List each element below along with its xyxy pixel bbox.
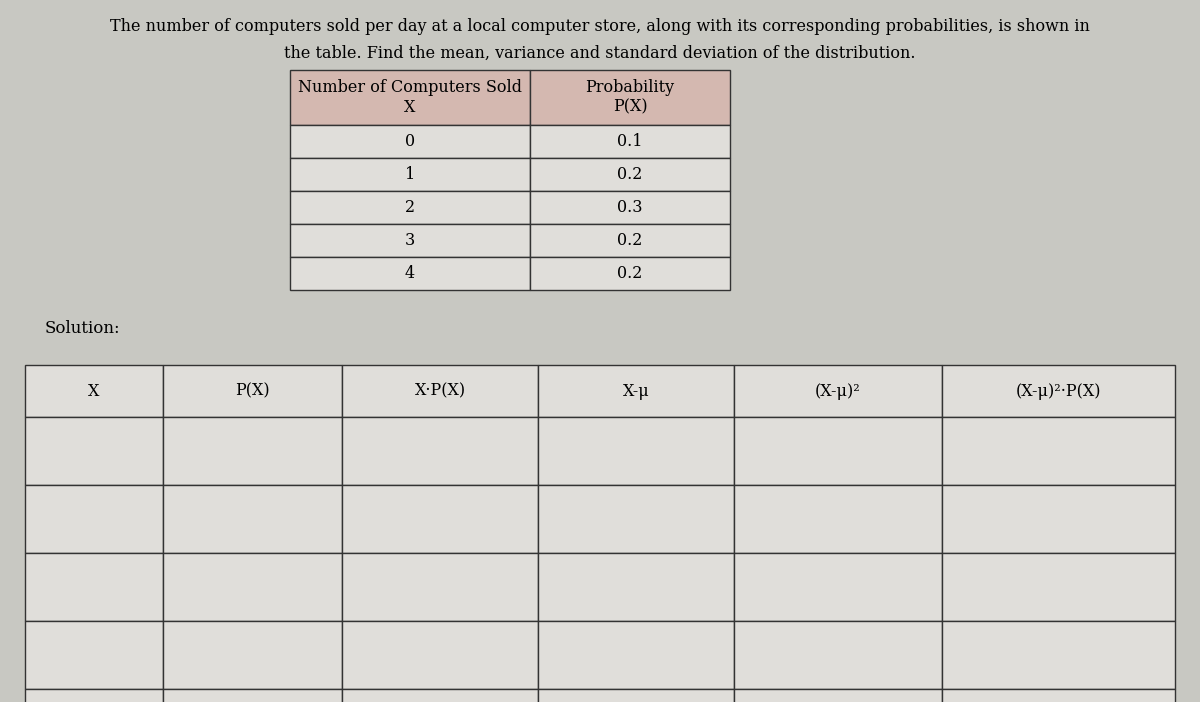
Text: 0.2: 0.2 — [617, 265, 643, 282]
Bar — [942, 689, 1175, 702]
Bar — [25, 485, 163, 553]
Bar — [734, 485, 942, 553]
Text: Probability
P(X): Probability P(X) — [586, 79, 674, 116]
Bar — [342, 417, 538, 485]
Bar — [530, 191, 730, 224]
Bar — [290, 158, 530, 191]
Bar — [25, 365, 163, 417]
Bar — [942, 485, 1175, 553]
Bar — [290, 70, 530, 125]
Bar — [942, 417, 1175, 485]
Bar — [342, 365, 538, 417]
Bar — [942, 553, 1175, 621]
Bar — [342, 689, 538, 702]
Bar — [538, 417, 734, 485]
Bar — [734, 365, 942, 417]
Bar — [734, 621, 942, 689]
Text: 0: 0 — [404, 133, 415, 150]
Text: 2: 2 — [404, 199, 415, 216]
Bar — [538, 485, 734, 553]
Bar — [25, 417, 163, 485]
Text: X-μ: X-μ — [623, 383, 649, 399]
Text: X: X — [89, 383, 100, 399]
Bar — [163, 417, 342, 485]
Bar — [734, 417, 942, 485]
Bar — [530, 257, 730, 290]
Text: P(X): P(X) — [235, 383, 270, 399]
Bar — [734, 553, 942, 621]
Bar — [530, 158, 730, 191]
Text: Solution:: Solution: — [46, 320, 121, 337]
Bar — [942, 621, 1175, 689]
Text: (X-μ)²·P(X): (X-μ)²·P(X) — [1015, 383, 1102, 399]
Bar — [290, 191, 530, 224]
Bar — [290, 257, 530, 290]
Bar — [538, 621, 734, 689]
Bar — [342, 485, 538, 553]
Text: 0.2: 0.2 — [617, 232, 643, 249]
Bar — [25, 553, 163, 621]
Text: 0.2: 0.2 — [617, 166, 643, 183]
Bar — [163, 689, 342, 702]
Text: 4: 4 — [404, 265, 415, 282]
Text: the table. Find the mean, variance and standard deviation of the distribution.: the table. Find the mean, variance and s… — [284, 45, 916, 62]
Bar — [163, 553, 342, 621]
Text: 1: 1 — [404, 166, 415, 183]
Bar — [163, 485, 342, 553]
Bar — [942, 365, 1175, 417]
Text: The number of computers sold per day at a local computer store, along with its c: The number of computers sold per day at … — [110, 18, 1090, 35]
Text: Number of Computers Sold
X: Number of Computers Sold X — [298, 79, 522, 116]
Text: 3: 3 — [404, 232, 415, 249]
Bar — [25, 689, 163, 702]
Text: (X-μ)²: (X-μ)² — [815, 383, 860, 399]
Bar — [290, 125, 530, 158]
Bar — [530, 70, 730, 125]
Bar — [290, 224, 530, 257]
Bar — [163, 621, 342, 689]
Bar — [538, 553, 734, 621]
Text: 0.3: 0.3 — [617, 199, 643, 216]
Bar — [342, 621, 538, 689]
Bar — [538, 689, 734, 702]
Text: 0.1: 0.1 — [617, 133, 643, 150]
Bar — [734, 689, 942, 702]
Bar — [342, 553, 538, 621]
Text: X·P(X): X·P(X) — [414, 383, 466, 399]
Bar — [25, 621, 163, 689]
Bar — [530, 224, 730, 257]
Bar — [538, 365, 734, 417]
Bar — [163, 365, 342, 417]
Bar — [530, 125, 730, 158]
